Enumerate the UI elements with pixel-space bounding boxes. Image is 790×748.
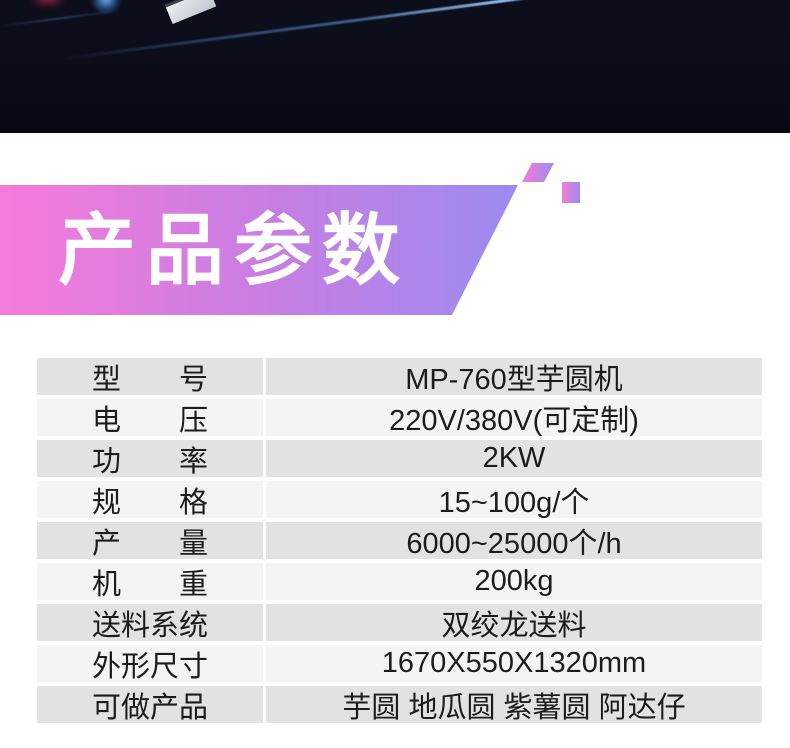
machine-part-fragment [164, 0, 217, 25]
deco-parallelogram [522, 163, 554, 182]
section-title: 产品参数 [58, 206, 411, 294]
spec-label: 机 重 [37, 563, 263, 601]
deco-square [562, 182, 580, 203]
spec-row-feeding: 送料系统 双绞龙送料 [37, 604, 762, 642]
spec-label: 规 格 [37, 481, 263, 519]
spec-value: 200kg [266, 563, 762, 600]
spec-label: 外形尺寸 [37, 645, 263, 683]
spec-value: 双绞龙送料 [266, 604, 762, 642]
spec-value: 220V/380V(可定制) [266, 399, 762, 437]
section-banner: 产品参数 [0, 185, 518, 315]
blue-glow-light [90, 0, 122, 14]
spec-row-power: 功 率 2KW [37, 440, 762, 478]
spec-label: 产 量 [37, 522, 263, 560]
spec-value: 15~100g/个 [266, 481, 762, 519]
spec-table: 型 号 MP-760型芋圆机 电 压 220V/380V(可定制) 功 率 2K… [37, 358, 762, 724]
spec-row-dimensions: 外形尺寸 1670X550X1320mm [37, 645, 762, 683]
spec-label: 型 号 [37, 358, 263, 396]
spec-row-weight: 机 重 200kg [37, 563, 762, 601]
spec-row-products: 可做产品 芋圆 地瓜圆 紫薯圆 阿达仔 [37, 686, 762, 724]
spec-value: 1670X550X1320mm [266, 645, 762, 682]
spec-label: 送料系统 [37, 604, 263, 642]
blue-light-streak-faint [0, 9, 124, 28]
spec-value: 6000~25000个/h [266, 522, 762, 560]
spec-label: 可做产品 [37, 686, 263, 724]
spec-value: 芋圆 地瓜圆 紫薯圆 阿达仔 [266, 686, 762, 724]
spec-label: 功 率 [37, 440, 263, 478]
red-glow-light [28, 0, 68, 8]
product-photo-strip [0, 0, 790, 133]
spec-label: 电 压 [37, 399, 263, 437]
spec-row-voltage: 电 压 220V/380V(可定制) [37, 399, 762, 437]
spec-value: MP-760型芋圆机 [266, 358, 762, 396]
spec-row-output: 产 量 6000~25000个/h [37, 522, 762, 560]
blue-light-streak [57, 0, 614, 61]
spec-value: 2KW [266, 440, 762, 477]
spec-row-spec: 规 格 15~100g/个 [37, 481, 762, 519]
spec-row-model: 型 号 MP-760型芋圆机 [37, 358, 762, 396]
